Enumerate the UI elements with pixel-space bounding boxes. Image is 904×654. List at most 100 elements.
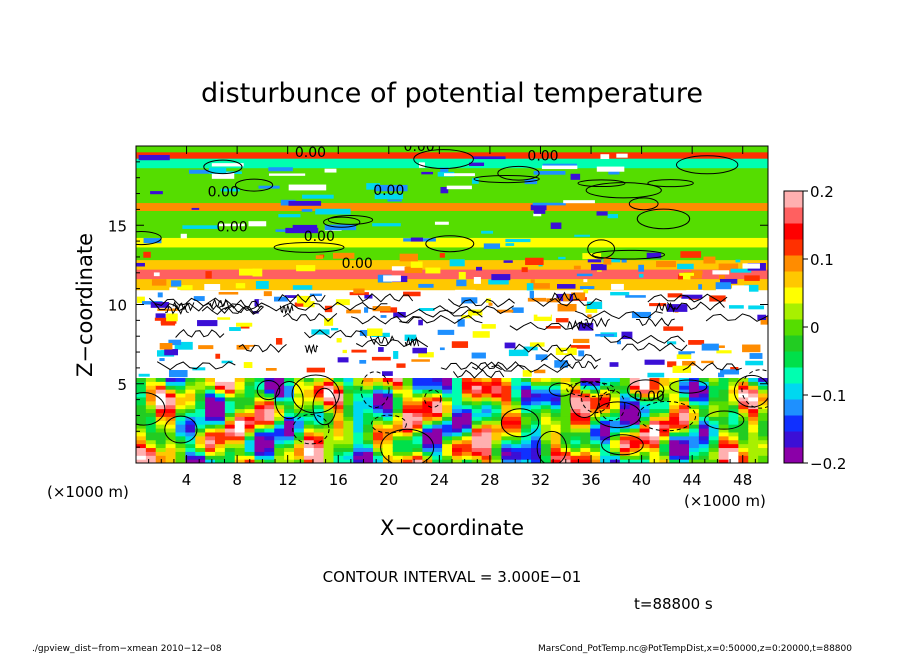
field-cell [540,400,552,406]
field-cell [392,459,404,463]
field-cell [501,447,512,452]
field-patch [644,359,665,365]
contour-line [621,342,688,352]
field-cell [343,389,354,394]
field-cell [560,389,572,394]
field-patch [686,289,704,293]
field-cell [215,389,226,394]
field-cell [570,431,581,437]
field-cell [412,443,423,449]
field-cell [758,447,768,452]
field-patch [676,354,698,360]
field-cell [570,459,581,463]
field-cell [136,385,147,390]
contour-loop [647,179,694,188]
field-cell [333,392,344,398]
field-cell [649,427,660,433]
field-cell [689,455,700,460]
field-patch [545,326,561,329]
field-cell [254,439,265,445]
field-cell [540,435,552,441]
field-cell [501,459,512,463]
field-cell [452,431,463,437]
field-cell [610,427,621,433]
colorbar-swatch [784,431,803,448]
field-cell [452,424,463,429]
field-cell [718,447,730,452]
field-cell [422,408,433,414]
field-patch [404,266,423,274]
field-cell [432,431,443,437]
field-cell [165,424,177,429]
field-cell [224,420,236,425]
field-cell [649,377,660,382]
field-patch [439,347,445,351]
field-cell [669,381,680,386]
field-patch [533,314,552,322]
field-patch [292,285,313,290]
field-cell [550,435,562,441]
contour-line [584,317,611,328]
field-cell [402,435,414,441]
field-cell [669,396,680,402]
field-cell [471,377,483,382]
colorbar-tick-label: 0.1 [810,251,834,269]
field-cell [353,396,364,402]
field-cell [590,451,601,456]
field-patch [744,275,760,281]
field-cell [481,439,493,445]
field-cell [343,439,354,445]
field-cell [402,392,414,398]
field-patch [378,347,384,352]
field-patch [573,265,581,270]
field-cell [284,377,295,382]
colorbar-swatch [784,287,803,304]
field-cell [353,424,364,429]
field-patch [667,361,677,368]
field-cell [274,377,285,382]
field-cell [185,412,196,417]
field-cell [323,412,335,417]
contour-line [304,329,367,339]
field-cell [580,412,591,417]
field-patch [720,278,738,284]
field-patch [476,266,483,271]
field-cell [728,459,739,463]
field-streak [570,173,581,180]
field-patch [221,360,233,364]
field-cell [600,424,611,429]
field-cell [679,451,690,456]
field-cell [343,420,354,425]
field-cell [382,443,394,449]
field-cell [748,381,759,386]
field-patch [556,284,576,289]
field-cell [491,420,502,425]
field-cell [659,431,670,437]
field-cell [195,392,206,398]
contour-line [666,301,725,311]
field-cell [303,416,315,421]
field-patch [258,299,270,307]
field-cell [353,455,364,460]
field-cell [402,381,414,386]
field-cell [274,392,285,398]
field-cell [195,424,206,429]
field-cell [570,447,581,452]
field-cell [708,396,720,402]
field-patch [682,273,691,280]
field-cell [333,439,344,445]
field-cell [333,408,344,414]
field-cell [669,377,680,382]
field-cell [136,435,147,441]
field-cell [333,400,344,406]
field-cell [748,443,759,449]
field-patch [527,297,547,302]
field-cell [610,431,621,437]
field-cell [531,408,542,414]
field-cell [264,427,275,433]
field-cell [205,400,216,406]
field-cell [422,439,433,445]
field-cell [679,392,690,398]
field-cell [175,435,186,441]
